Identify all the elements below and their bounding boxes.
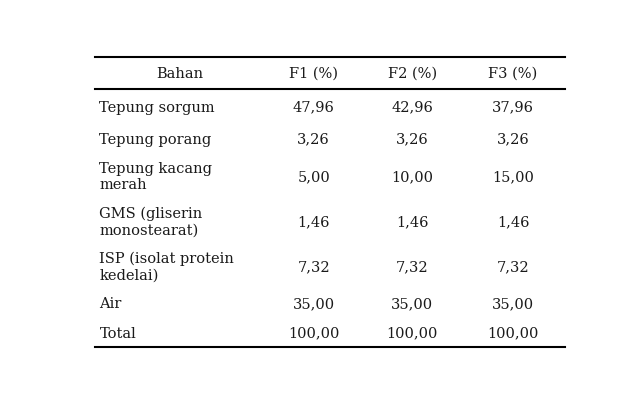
Text: 7,32: 7,32	[497, 259, 529, 273]
Text: 100,00: 100,00	[288, 326, 339, 340]
Text: 10,00: 10,00	[391, 170, 433, 184]
Text: Tepung kacang
merah: Tepung kacang merah	[99, 162, 213, 192]
Text: Tepung sorgum: Tepung sorgum	[99, 101, 215, 114]
Text: 15,00: 15,00	[492, 170, 534, 184]
Text: Tepung porang: Tepung porang	[99, 132, 212, 146]
Text: GMS (gliserin
monostearat): GMS (gliserin monostearat)	[99, 206, 203, 237]
Text: 5,00: 5,00	[298, 170, 330, 184]
Text: F3 (%): F3 (%)	[488, 67, 538, 81]
Text: 35,00: 35,00	[292, 297, 335, 310]
Text: 1,46: 1,46	[497, 215, 529, 229]
Text: 3,26: 3,26	[298, 132, 330, 146]
Text: 42,96: 42,96	[391, 101, 433, 114]
Text: 100,00: 100,00	[488, 326, 539, 340]
Text: 37,96: 37,96	[492, 101, 534, 114]
Text: 35,00: 35,00	[391, 297, 433, 310]
Text: Total: Total	[99, 326, 137, 340]
Text: 35,00: 35,00	[492, 297, 534, 310]
Text: Bahan: Bahan	[156, 67, 204, 81]
Text: F1 (%): F1 (%)	[289, 67, 338, 81]
Text: 7,32: 7,32	[298, 259, 330, 273]
Text: ISP (isolat protein
kedelai): ISP (isolat protein kedelai)	[99, 251, 234, 282]
Text: 47,96: 47,96	[292, 101, 335, 114]
Text: 7,32: 7,32	[396, 259, 428, 273]
Text: 100,00: 100,00	[386, 326, 438, 340]
Text: 3,26: 3,26	[396, 132, 428, 146]
Text: 3,26: 3,26	[497, 132, 529, 146]
Text: Air: Air	[99, 297, 122, 310]
Text: 1,46: 1,46	[298, 215, 330, 229]
Text: F2 (%): F2 (%)	[388, 67, 437, 81]
Text: 1,46: 1,46	[396, 215, 428, 229]
